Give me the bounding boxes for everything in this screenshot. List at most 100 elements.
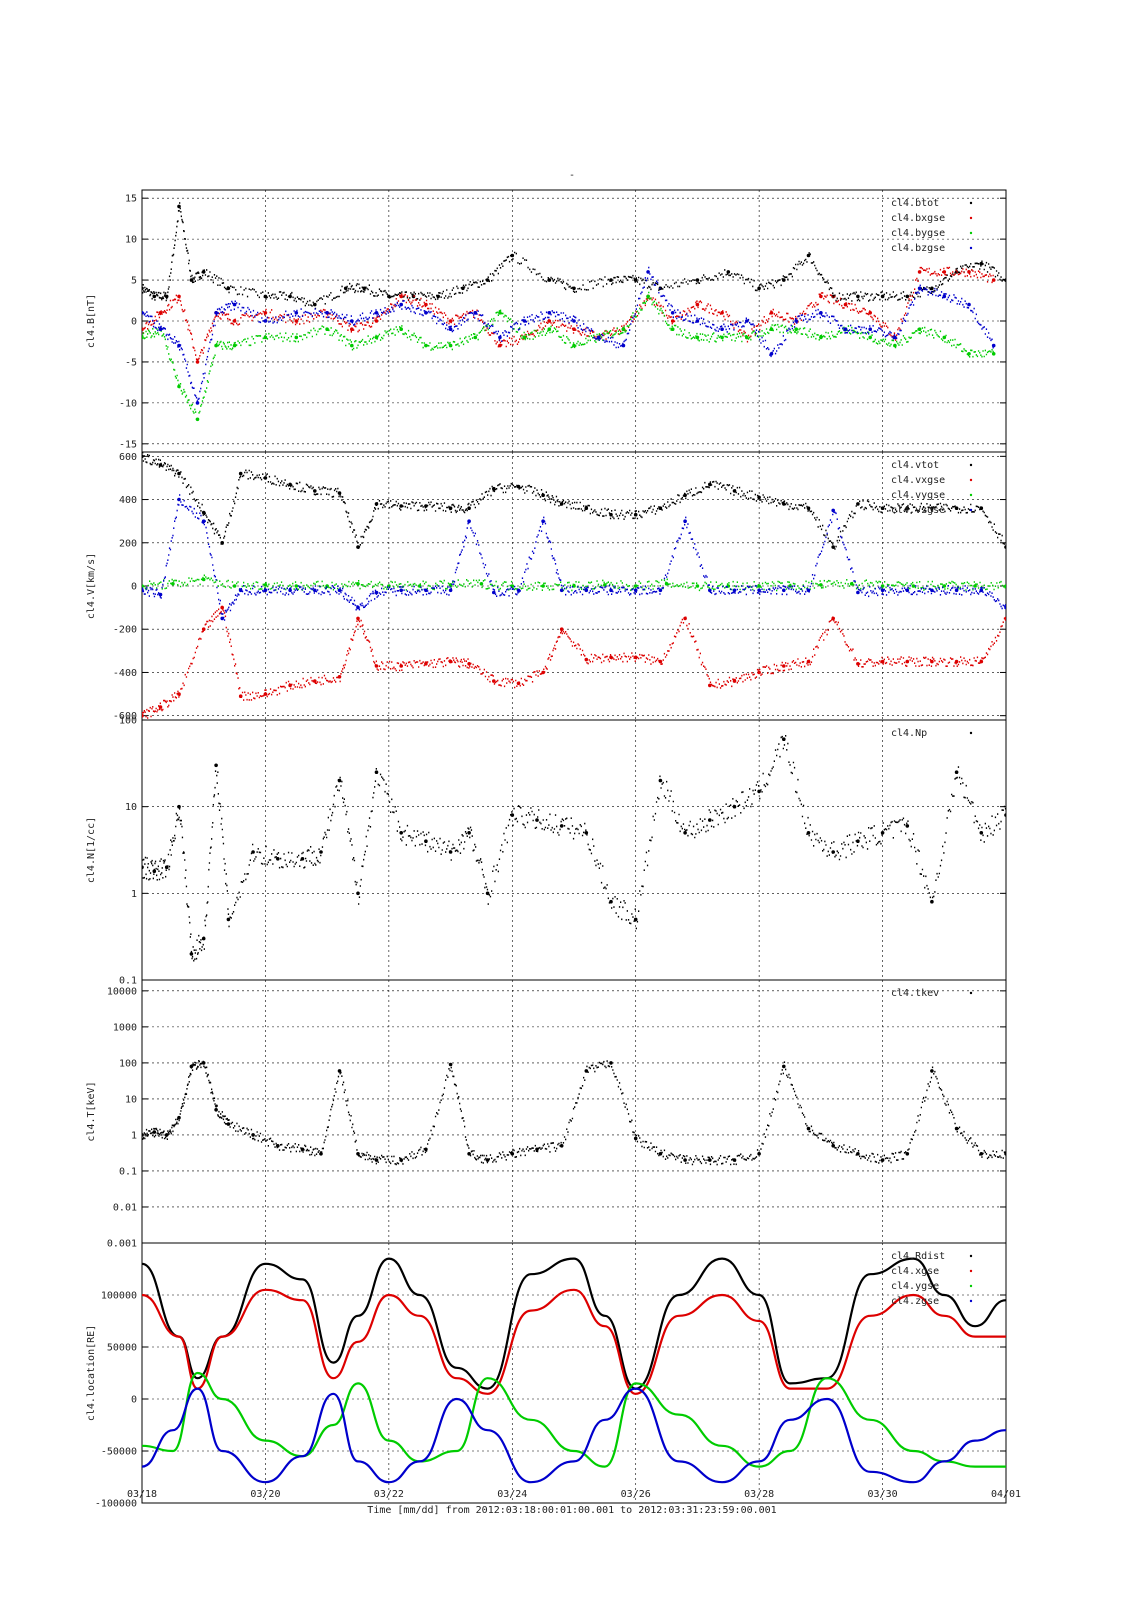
legend-marker [969,1284,973,1288]
y-tick-label: 0.1 [119,975,137,986]
data-point [943,1315,946,1317]
legend-marker [969,508,973,512]
legend-marker [969,493,973,497]
data-point [819,583,823,587]
data-point [264,1289,267,1291]
y-tick-label: 10 [125,235,137,246]
data-point [769,327,774,332]
series-cl4-Rdist [142,1257,1006,1390]
legend: cl4.btot cl4.bxgse cl4.bygse cl4.bzgse [891,198,973,254]
data-point [670,319,675,323]
data-point [142,454,144,459]
data-point [530,1481,532,1483]
data-point [313,489,317,493]
data-point [573,1289,575,1291]
series-line [142,1371,1006,1468]
data-point [789,1382,791,1385]
legend-marker [969,201,973,205]
series-cl4-zgse [142,1387,1006,1484]
legend-entry: cl4.ygse [891,1281,939,1292]
data-point [486,1393,489,1395]
data-point [943,1460,946,1463]
data-point [332,1424,335,1426]
data-point [226,917,231,922]
y-tick-label: 0.001 [107,1238,137,1249]
data-point [634,1387,637,1390]
data-point [732,588,737,593]
data-point [201,577,206,582]
data-point [196,1372,199,1374]
data-point [492,486,496,491]
y-tick-label: 100 [119,1058,137,1069]
data-point [721,1294,723,1296]
y-axis-label: cl4.T[keV] [86,1081,97,1141]
x-tick-label: 04/01 [991,1489,1021,1500]
legend: cl4.Rdist cl4.xgse cl4.ygse cl4.zgse [891,1251,973,1307]
y-tick-label: -15 [119,439,137,450]
legend-marker [969,731,973,735]
legend-marker [969,246,973,250]
data-point [455,1398,458,1400]
panel-frame [141,719,1007,981]
data-point [510,253,515,258]
data-point [782,502,786,506]
data-point [708,683,712,688]
plot-area [142,1257,1006,1484]
data-point [633,512,638,517]
legend-entry: cl4.zgse [891,1296,939,1307]
data-point [264,1263,267,1265]
legend-marker [969,216,973,220]
data-point [573,1450,575,1452]
data-point [142,335,144,340]
data-point [232,302,237,307]
data-point [142,1133,144,1137]
data-point [177,204,181,209]
y-tick-label: 100000 [101,1291,137,1302]
data-point [142,1263,143,1265]
legend-entry: cl4.btot [891,198,939,209]
legend-entry: cl4.Np [891,728,927,739]
y-axis-label: cl4.N[1/cc] [86,817,97,883]
data-point [826,1398,828,1400]
legend-entry: cl4.Rdist [891,1251,945,1262]
data-point [831,1144,835,1148]
legend: cl4.tkev [891,988,973,999]
data-point [869,1273,871,1275]
legend-entry: cl4.tkev [891,988,939,999]
data-point [678,1413,680,1416]
data-point [220,605,224,610]
data-point [251,850,255,854]
series-line [142,1288,1006,1395]
data-point [942,270,947,274]
data-point [388,1294,390,1296]
data-point [782,588,786,593]
x-tick-label: 03/24 [497,1489,527,1500]
data-point [492,679,496,683]
data-point [621,327,626,332]
series-cl4-ygse [142,1371,1006,1468]
data-point [604,1315,606,1317]
data-point [954,770,959,774]
y-tick-label: -5 [125,357,137,368]
y-tick-label: 400 [119,495,137,506]
data-point [332,1393,335,1395]
data-point [152,869,157,873]
data-point [633,1136,638,1141]
y-tick-label: -10 [119,398,137,409]
data-point [584,831,589,835]
data-point [782,737,786,741]
data-point [263,583,268,587]
y-tick-label: 1 [131,1130,137,1141]
data-point [633,588,638,593]
data-point [424,839,428,843]
data-point [142,1465,143,1468]
data-point [930,659,934,664]
series-scatter-cloud [142,574,1006,592]
data-point [789,1450,791,1452]
data-point [418,1294,421,1296]
data-point [991,352,996,356]
legend-entry: cl4.vtot [891,460,939,471]
data-point [930,506,934,511]
data-point [757,789,761,794]
data-point [332,1377,335,1379]
